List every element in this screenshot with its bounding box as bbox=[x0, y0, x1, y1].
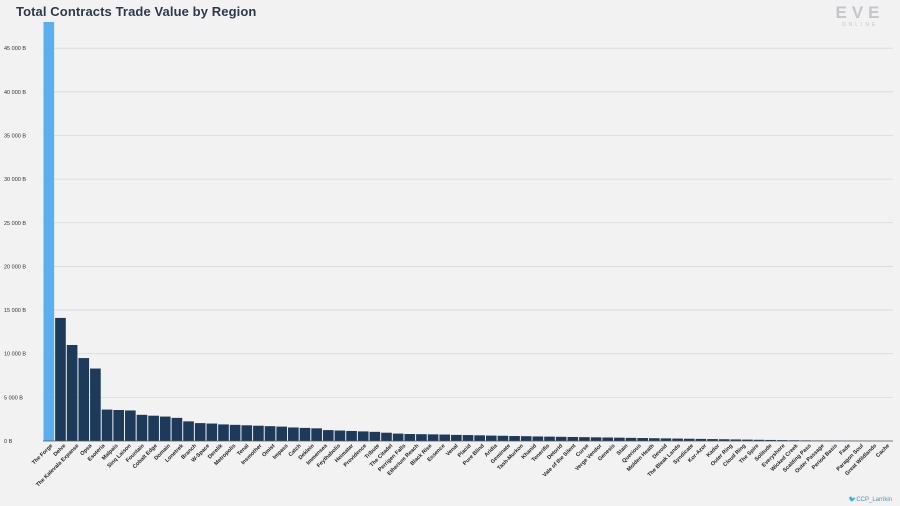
bar bbox=[567, 436, 579, 441]
bar bbox=[311, 428, 322, 441]
bar bbox=[43, 22, 55, 441]
bar bbox=[590, 437, 602, 441]
bar bbox=[625, 437, 637, 441]
bar bbox=[159, 416, 171, 441]
y-tick-label: 35 000 B bbox=[4, 133, 26, 139]
bar bbox=[206, 423, 218, 441]
bar bbox=[683, 438, 695, 441]
bar bbox=[509, 436, 520, 441]
bar bbox=[718, 439, 730, 441]
bar bbox=[101, 409, 113, 441]
bar bbox=[381, 432, 392, 441]
bar bbox=[136, 414, 148, 441]
y-tick-label: 5 000 B bbox=[4, 395, 23, 401]
bar bbox=[55, 317, 66, 441]
bar bbox=[451, 434, 462, 441]
bar bbox=[369, 431, 381, 441]
bar bbox=[602, 437, 614, 441]
bar bbox=[148, 415, 159, 441]
bar bbox=[544, 436, 555, 441]
bar bbox=[183, 421, 194, 441]
bar bbox=[730, 439, 742, 441]
bar bbox=[427, 434, 439, 441]
bar bbox=[299, 427, 311, 441]
bar bbox=[485, 435, 497, 441]
y-tick-label: 40 000 B bbox=[4, 90, 26, 96]
y-axis-ticks: 0 B 5 000 B 10 000 B 15 000 B 20 000 B 25 000… bbox=[4, 46, 26, 445]
bar bbox=[497, 435, 509, 441]
bar bbox=[555, 436, 567, 441]
bar bbox=[416, 434, 427, 441]
bar bbox=[579, 437, 590, 441]
logo-subtitle: ONLINE bbox=[841, 22, 879, 28]
logo-mark: EVE bbox=[835, 3, 885, 22]
bar bbox=[90, 368, 101, 441]
bar bbox=[346, 430, 357, 441]
bar bbox=[322, 430, 334, 441]
bar bbox=[276, 426, 288, 441]
bar bbox=[672, 438, 683, 441]
bar bbox=[392, 433, 404, 441]
bar bbox=[474, 435, 485, 441]
bar bbox=[753, 439, 765, 441]
y-tick-label: 15 000 B bbox=[4, 308, 26, 314]
bar bbox=[125, 410, 136, 441]
x-category-label: The Forge bbox=[31, 443, 54, 466]
bar bbox=[637, 438, 648, 441]
bar bbox=[357, 431, 369, 441]
bar bbox=[707, 439, 718, 441]
y-tick-label: 0 B bbox=[4, 439, 13, 445]
y-tick-label: 20 000 B bbox=[4, 264, 26, 270]
bar bbox=[288, 427, 299, 441]
bar bbox=[171, 417, 183, 441]
bar bbox=[777, 440, 788, 441]
eve-online-logo: EVE ONLINE bbox=[832, 3, 888, 29]
bar bbox=[253, 425, 264, 441]
chart-title: Total Contracts Trade Value by Region bbox=[16, 4, 257, 19]
bar bbox=[462, 435, 474, 441]
bar bbox=[765, 439, 777, 441]
bar bbox=[742, 439, 753, 441]
bar bbox=[520, 436, 532, 441]
bar bbox=[218, 424, 229, 441]
author-credit: 🐦CCP_Larrikin bbox=[848, 497, 892, 503]
x-category-label: Cache bbox=[875, 443, 891, 459]
y-tick-label: 30 000 B bbox=[4, 177, 26, 183]
bar bbox=[241, 425, 253, 441]
bar bbox=[614, 437, 625, 441]
bar bbox=[113, 410, 125, 441]
bar bbox=[66, 344, 78, 441]
bar bbox=[264, 426, 276, 441]
bar bbox=[439, 434, 451, 441]
bar bbox=[648, 438, 660, 441]
bars bbox=[43, 22, 893, 441]
y-tick-label: 45 000 B bbox=[4, 46, 26, 52]
bar bbox=[78, 358, 90, 441]
bar bbox=[660, 438, 672, 441]
bar bbox=[532, 436, 544, 441]
bar bbox=[229, 424, 241, 441]
bar bbox=[334, 430, 346, 441]
bar bbox=[695, 438, 707, 441]
bar bbox=[194, 423, 206, 441]
y-tick-label: 25 000 B bbox=[4, 221, 26, 227]
grid-lines bbox=[43, 47, 893, 398]
bar bbox=[404, 434, 416, 441]
y-tick-label: 10 000 B bbox=[4, 352, 26, 358]
